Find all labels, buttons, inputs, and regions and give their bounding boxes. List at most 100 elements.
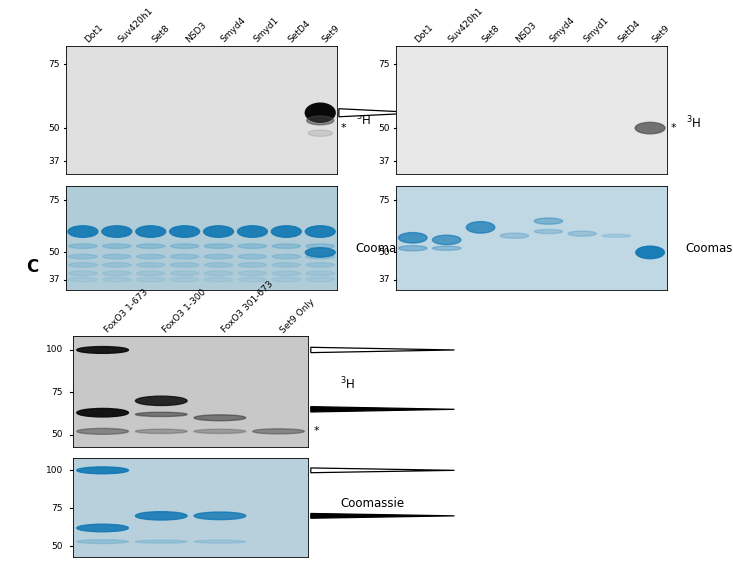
Text: 75: 75 [51,504,63,513]
Ellipse shape [77,408,128,417]
Text: *: * [314,426,320,436]
Ellipse shape [136,271,165,276]
Text: $^3$H: $^3$H [356,112,371,129]
Text: FoxO3 1-300: FoxO3 1-300 [161,288,208,335]
Ellipse shape [194,429,246,433]
Ellipse shape [306,263,334,267]
Text: Dot1: Dot1 [413,23,435,44]
Text: 37: 37 [48,275,60,284]
Ellipse shape [238,263,267,267]
Ellipse shape [636,246,664,259]
Text: 37: 37 [378,275,390,284]
Ellipse shape [466,222,495,233]
Ellipse shape [238,271,267,276]
Ellipse shape [272,244,301,248]
Text: *: * [341,123,346,133]
Text: 75: 75 [48,195,60,205]
Ellipse shape [306,254,334,259]
Ellipse shape [136,512,187,520]
Text: 37: 37 [378,157,390,166]
Text: SetD4: SetD4 [287,19,312,44]
Polygon shape [311,407,454,412]
Ellipse shape [238,244,267,248]
Ellipse shape [77,429,128,434]
Polygon shape [311,468,454,473]
Ellipse shape [205,271,233,276]
Ellipse shape [69,263,97,267]
Ellipse shape [170,254,199,259]
Ellipse shape [306,226,335,237]
Ellipse shape [69,254,97,259]
Text: Suv420h1: Suv420h1 [117,6,155,44]
Text: Coomassie: Coomassie [685,242,733,255]
Text: 50: 50 [51,430,63,439]
Ellipse shape [102,226,132,237]
Ellipse shape [170,226,199,237]
Text: $^3$H: $^3$H [685,115,701,131]
Ellipse shape [170,277,199,282]
Ellipse shape [271,226,301,237]
Ellipse shape [136,254,165,259]
Text: 37: 37 [48,157,60,166]
Ellipse shape [602,234,630,237]
Polygon shape [339,108,422,117]
Polygon shape [311,347,454,353]
Ellipse shape [136,263,165,267]
Ellipse shape [103,263,131,267]
Ellipse shape [306,277,334,282]
Text: Smyd1: Smyd1 [582,16,611,44]
Ellipse shape [432,246,461,251]
Text: Smyd4: Smyd4 [548,16,577,44]
Text: SetD4: SetD4 [616,19,642,44]
Ellipse shape [306,116,334,125]
Text: Suv420h1: Suv420h1 [446,6,485,44]
Ellipse shape [238,277,267,282]
Text: 100: 100 [45,466,63,475]
Ellipse shape [308,130,333,136]
Text: 75: 75 [51,388,63,397]
Text: NSD3: NSD3 [185,20,209,44]
Text: 75: 75 [48,60,60,69]
Ellipse shape [306,271,334,276]
Polygon shape [311,513,454,519]
Ellipse shape [77,524,128,532]
Text: FoxO3 1-673: FoxO3 1-673 [103,288,150,335]
Ellipse shape [69,271,97,276]
Text: 50: 50 [48,248,60,257]
Text: Smyd4: Smyd4 [218,16,247,44]
Text: Coomassie: Coomassie [356,242,420,255]
Ellipse shape [306,103,335,122]
Text: Dot1: Dot1 [83,23,105,44]
Ellipse shape [103,277,131,282]
Text: Set9 Only: Set9 Only [279,297,316,335]
Ellipse shape [77,347,128,353]
Text: $^3$H: $^3$H [340,376,356,392]
Ellipse shape [170,271,199,276]
Ellipse shape [432,235,461,245]
Text: 75: 75 [378,60,390,69]
Text: 100: 100 [45,346,63,354]
Ellipse shape [77,467,128,474]
Ellipse shape [205,244,233,248]
Ellipse shape [77,540,128,543]
Ellipse shape [399,233,427,243]
Text: FoxO3 301-673: FoxO3 301-673 [220,280,275,335]
Ellipse shape [272,271,301,276]
Ellipse shape [136,226,166,237]
Ellipse shape [136,429,187,433]
Ellipse shape [136,396,187,405]
Ellipse shape [568,231,597,236]
Ellipse shape [136,540,187,543]
Text: 50: 50 [48,124,60,133]
Ellipse shape [194,540,246,543]
Ellipse shape [103,271,131,276]
Ellipse shape [272,254,301,259]
Ellipse shape [136,412,187,416]
Ellipse shape [204,226,233,237]
Ellipse shape [205,277,233,282]
Ellipse shape [194,415,246,420]
Ellipse shape [534,218,563,224]
Ellipse shape [103,254,131,259]
Text: Smyd1: Smyd1 [252,16,281,44]
Text: 50: 50 [51,542,63,550]
